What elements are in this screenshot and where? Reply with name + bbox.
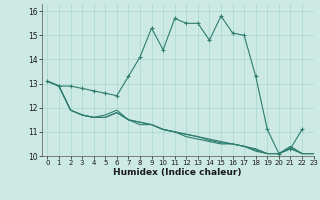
X-axis label: Humidex (Indice chaleur): Humidex (Indice chaleur) [113,168,242,177]
